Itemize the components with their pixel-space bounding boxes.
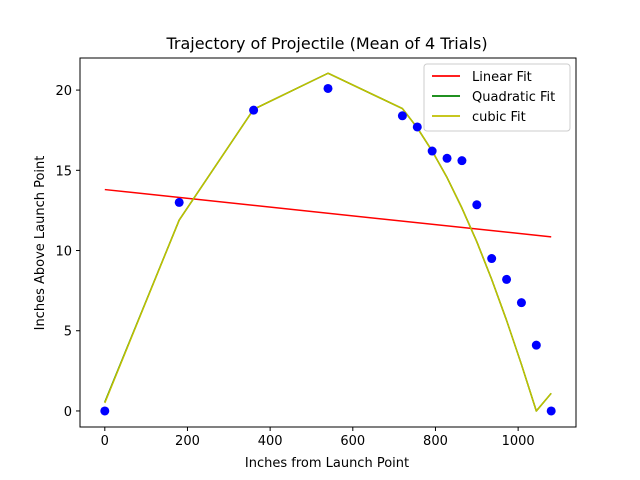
- data-point: [546, 406, 556, 416]
- x-tick-label: 800: [423, 434, 448, 449]
- series-line-1: [104, 188, 552, 238]
- plot-area: 0 200 400 600 800 1000 0 5 10 15 20: [55, 57, 577, 449]
- y-tick-label: 0: [64, 405, 72, 420]
- legend-box: [423, 63, 571, 132]
- chart-title: Trajectory of Projectile (Mean of 4 Tria…: [165, 34, 487, 53]
- y-tick-label: 5: [64, 325, 72, 340]
- legend-label: Quadratic Fit: [472, 90, 555, 105]
- data-point: [531, 340, 541, 350]
- data-point: [397, 111, 407, 121]
- data-point: [100, 406, 110, 416]
- data-point: [174, 197, 184, 207]
- x-tick-label: 200: [175, 434, 200, 449]
- series-line-3: [104, 72, 552, 412]
- data-point: [472, 200, 482, 210]
- x-tick-label: 1000: [502, 434, 535, 449]
- data-point: [502, 274, 512, 284]
- legend: Linear Fit Quadratic Fit cubic Fit: [423, 63, 571, 132]
- data-point: [516, 298, 526, 308]
- data-point: [249, 105, 259, 115]
- y-tick-label: 10: [55, 245, 72, 260]
- y-tick-label: 15: [55, 164, 72, 179]
- x-axis-label: Inches from Launch Point: [245, 456, 409, 471]
- data-point: [323, 83, 333, 93]
- y-axis-label: Inches Above Launch Point: [33, 156, 48, 331]
- y-tick-label: 20: [55, 84, 72, 99]
- data-point: [442, 153, 452, 163]
- data-point: [412, 122, 422, 132]
- plot-frame: [79, 57, 577, 428]
- data-point: [427, 146, 437, 156]
- legend-label: cubic Fit: [472, 110, 526, 125]
- data-point: [457, 156, 467, 166]
- x-tick-label: 600: [340, 434, 365, 449]
- legend-label: Linear Fit: [472, 70, 532, 85]
- x-tick-label: 400: [258, 434, 283, 449]
- data-point: [487, 254, 497, 264]
- x-tick-label: 0: [101, 434, 109, 449]
